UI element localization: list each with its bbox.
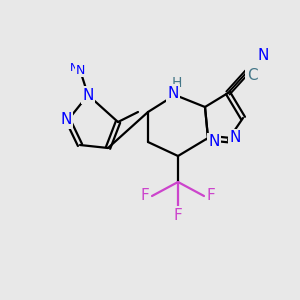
Text: N: N: [82, 88, 94, 103]
Text: N: N: [257, 47, 269, 62]
Text: N: N: [70, 63, 78, 73]
Text: N: N: [75, 64, 85, 76]
Text: F: F: [141, 188, 149, 203]
Text: N: N: [60, 112, 72, 128]
Text: C: C: [247, 68, 257, 83]
Text: F: F: [207, 188, 215, 203]
Text: N: N: [229, 130, 241, 146]
Text: F: F: [174, 208, 182, 223]
Text: H: H: [172, 76, 182, 90]
Text: N: N: [208, 134, 220, 149]
Text: N: N: [167, 85, 179, 100]
